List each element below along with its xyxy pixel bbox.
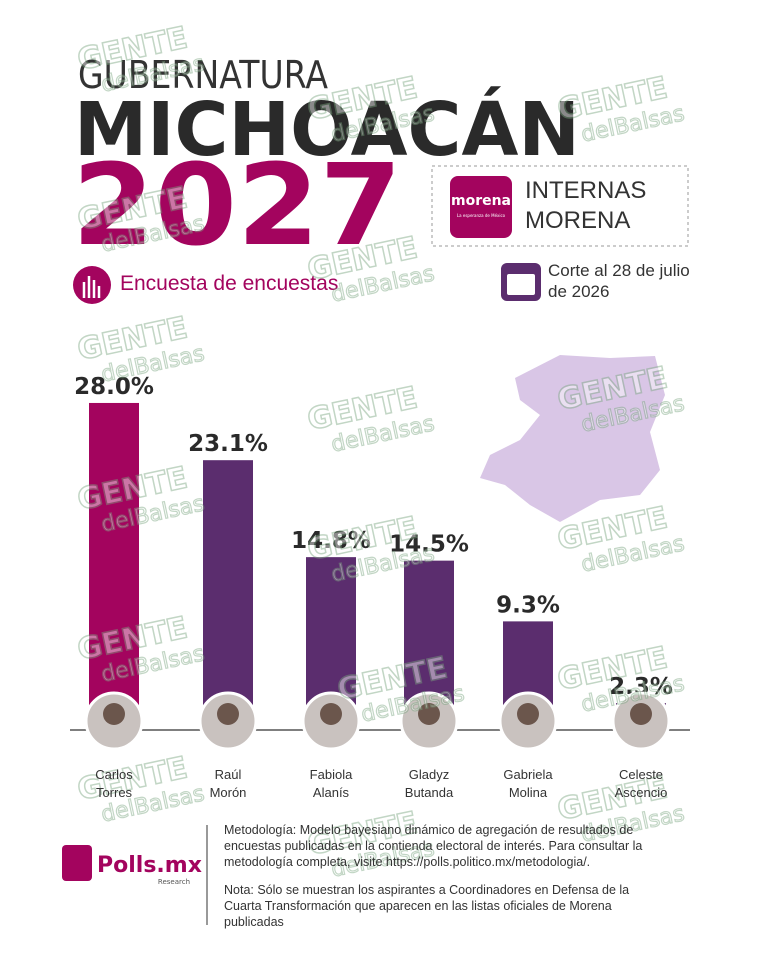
- badge-text-box: INTERNAS MORENA: [525, 177, 647, 234]
- value-label: 9.3%: [496, 592, 560, 618]
- logo: [450, 176, 512, 238]
- bar: [203, 460, 253, 730]
- subtitle: Encuesta de encuestas: [120, 272, 338, 295]
- badge-box: [431, 165, 689, 247]
- badge-text: INTERNAS MORENA: [525, 177, 647, 234]
- subtitle-icon-bars: [82, 276, 101, 298]
- map: [480, 355, 665, 522]
- photo-head: [517, 703, 539, 725]
- brand-sub: Research: [158, 878, 190, 886]
- photo-head: [630, 703, 652, 725]
- methodology: Metodología: Modelo bayesiano dinámico d…: [224, 823, 643, 869]
- x-tick-label: Gladyz Butanda: [404, 767, 454, 800]
- value-label: 14.8%: [291, 528, 371, 554]
- bar: [89, 402, 139, 730]
- x-tick-label: Carlos Torres: [95, 767, 133, 800]
- photo-head: [418, 703, 440, 725]
- value-label: 28.0%: [74, 374, 154, 400]
- x-tick-label: Gabriela Molina: [503, 767, 553, 800]
- photo-head: [217, 703, 239, 725]
- photo-head: [103, 703, 125, 725]
- value-label: 23.1%: [188, 431, 268, 457]
- state-title: MICHOACÁN: [74, 85, 580, 173]
- cutoff-box: Corte al 28 de julio de 2026: [548, 261, 690, 301]
- calendar-face: [507, 274, 535, 295]
- kicker: GUBERNATURA: [78, 53, 328, 97]
- photo-head: [320, 703, 342, 725]
- year-title: 2027: [72, 141, 402, 271]
- x-tick-label: Raúl Morón: [209, 767, 247, 800]
- logo-text: morena: [451, 193, 511, 209]
- x-tick-label: Fabiola Alanís: [309, 767, 353, 800]
- logo-tagline: La esperanza de México: [457, 213, 506, 218]
- value-label: 14.5%: [389, 532, 469, 558]
- x-tick-label: Celeste Ascencio: [614, 767, 668, 800]
- cutoff: Corte al 28 de julio de 2026: [548, 261, 690, 301]
- note: Nota: Sólo se muestran los aspirantes a …: [224, 883, 630, 929]
- brand: Polls.mx: [97, 853, 202, 878]
- subtitle-icon: [73, 266, 111, 304]
- brand-icon: [62, 845, 92, 881]
